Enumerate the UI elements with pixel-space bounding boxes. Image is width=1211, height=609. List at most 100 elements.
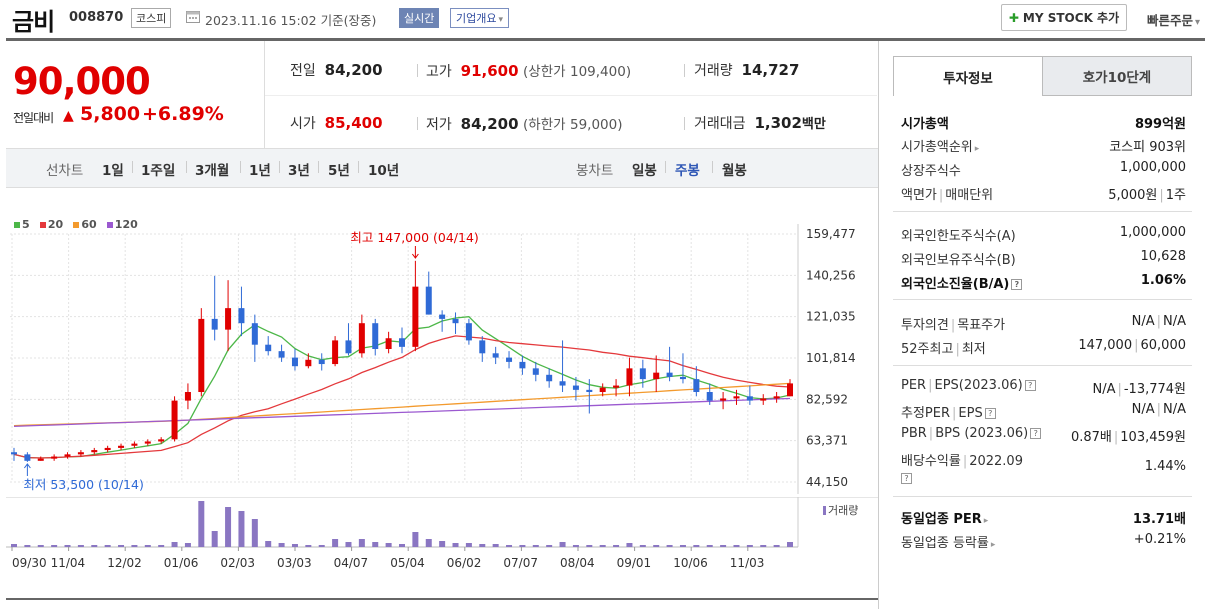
candle-body	[64, 454, 71, 457]
help-icon[interactable]: ?	[901, 473, 912, 484]
tab-order-book[interactable]: 호가10단계	[1042, 56, 1192, 96]
volume-bar	[519, 545, 526, 547]
period-3y[interactable]: 3년	[288, 163, 310, 179]
divider	[417, 117, 418, 130]
period-1w[interactable]: 1주일	[141, 163, 176, 179]
volume-bar	[91, 545, 98, 547]
y-tick-label: 101,814	[806, 351, 856, 365]
volume-bar	[51, 545, 58, 547]
divider	[132, 161, 133, 173]
divider	[318, 161, 319, 173]
volume-bar	[318, 545, 325, 547]
face-value-row: 액면가 | 매매단위 5,000원 | 1주	[901, 188, 1186, 203]
candle-body	[131, 443, 138, 446]
volume: 거래량 14,727	[694, 61, 800, 79]
candle-body	[184, 392, 191, 401]
stock-header: 금비 008870 코스피 2023.11.16 15:02 기준(장중) 실시…	[0, 0, 1211, 40]
volume-bar	[131, 545, 138, 547]
candle-body	[439, 314, 446, 319]
sector-per-row[interactable]: 동일업종 PER ▸ 13.71배	[901, 512, 1186, 527]
help-icon[interactable]: ?	[1011, 279, 1023, 290]
volume-bar	[305, 545, 312, 547]
volume-bar	[211, 531, 218, 547]
x-tick-label: 05/04	[390, 556, 425, 570]
candle-body	[11, 452, 17, 455]
tab-invest-info[interactable]: 투자정보	[893, 56, 1043, 96]
candle-monthly[interactable]: 월봉	[722, 163, 747, 179]
market-cap-rank-row[interactable]: 시가총액순위 ▸ 코스피 903위	[901, 140, 1186, 155]
plus-icon: ✚	[1008, 10, 1019, 25]
datetime: 2023.11.16 15:02 기준(장중)	[205, 13, 377, 28]
candle-body	[546, 374, 553, 382]
volume-bar	[693, 545, 700, 547]
x-tick-label: 10/06	[673, 556, 708, 570]
bottom-divider	[6, 598, 878, 600]
candle-body	[91, 450, 98, 453]
candle-daily[interactable]: 일봉	[632, 163, 657, 179]
ma60-line	[13, 382, 791, 427]
chevron-right-icon: ▸	[983, 516, 989, 526]
period-1d[interactable]: 1일	[102, 163, 124, 179]
company-info-dropdown[interactable]: 기업개요 ▾	[450, 8, 510, 28]
y-tick-label: 44,150	[806, 475, 848, 489]
candle-body	[586, 389, 593, 393]
help-icon[interactable]: ?	[1024, 380, 1036, 391]
candle-body	[639, 368, 646, 380]
realtime-button[interactable]: 실시간	[399, 8, 440, 28]
candle-body	[412, 286, 419, 347]
x-tick-label: 02/03	[220, 556, 255, 570]
volume-bar	[452, 543, 459, 547]
volume-bar	[465, 543, 472, 547]
divider	[665, 161, 666, 173]
y-tick-label: 63,371	[806, 434, 848, 448]
candle-body	[358, 323, 365, 354]
x-tick-label: 03/03	[277, 556, 312, 570]
legend-ma120: 120	[106, 218, 138, 231]
volume-bar	[412, 532, 419, 547]
line-chart-label: 선차트	[46, 163, 84, 179]
volume-bar	[706, 545, 713, 547]
volume-chart: 거래량 09/30 11/04 12/02 01/06 02/03 03/03 04/07 05…	[6, 497, 878, 570]
candle-weekly[interactable]: 주봉	[675, 163, 700, 179]
sector-change-row[interactable]: 동일업종 등락률 ▸ +0.21%	[901, 532, 1186, 551]
candle-body	[278, 351, 285, 358]
quick-order-button[interactable]: 빠른주문	[1147, 10, 1200, 29]
volume-bar	[238, 511, 245, 547]
volume-bar	[64, 545, 71, 547]
chart-legend: 5 20 60 120	[14, 213, 138, 232]
shares-row: 상장주식수 1,000,000	[901, 160, 1186, 179]
period-10y[interactable]: 10년	[368, 163, 400, 179]
period-5y[interactable]: 5년	[328, 163, 350, 179]
ma120-line	[13, 397, 791, 428]
candle-body	[506, 357, 513, 362]
open-price: 시가 85,400	[290, 114, 383, 132]
volume-bar	[613, 545, 620, 547]
candle-body	[198, 318, 205, 393]
y-tick-label: 159,477	[806, 227, 856, 241]
min-arrow-icon	[23, 463, 31, 476]
help-icon[interactable]: ?	[1030, 428, 1042, 439]
x-tick-label: 09/01	[617, 556, 652, 570]
volume-bar	[358, 539, 365, 547]
price-chart[interactable]: 159,477 140,256 121,035 101,814 82,592 63,371…	[6, 224, 878, 494]
period-1y[interactable]: 1년	[249, 163, 271, 179]
volume-bar	[198, 501, 205, 547]
volume-bar	[118, 545, 125, 547]
period-3m[interactable]: 3개월	[195, 163, 230, 179]
foreign-ratio-row: 외국인소진율(B/A)? 1.06%	[901, 273, 1186, 292]
volume-bar	[626, 543, 633, 547]
candle-body	[118, 445, 125, 448]
chevron-right-icon: ▸	[990, 540, 996, 550]
change-label: 전일대비	[13, 111, 54, 125]
candle-body	[653, 372, 660, 380]
volume-bar	[225, 507, 232, 547]
volume-bar	[251, 519, 258, 547]
change-value: 5,800	[80, 103, 141, 125]
y-tick-label: 82,592	[806, 392, 848, 406]
candle-body	[679, 376, 686, 380]
my-stock-add-button[interactable]: ✚ MY STOCK 추가	[1001, 4, 1127, 31]
volume-bar	[506, 545, 513, 547]
help-icon[interactable]: ?	[984, 408, 996, 419]
x-tick-label: 08/04	[560, 556, 595, 570]
volume-bar	[479, 544, 486, 547]
